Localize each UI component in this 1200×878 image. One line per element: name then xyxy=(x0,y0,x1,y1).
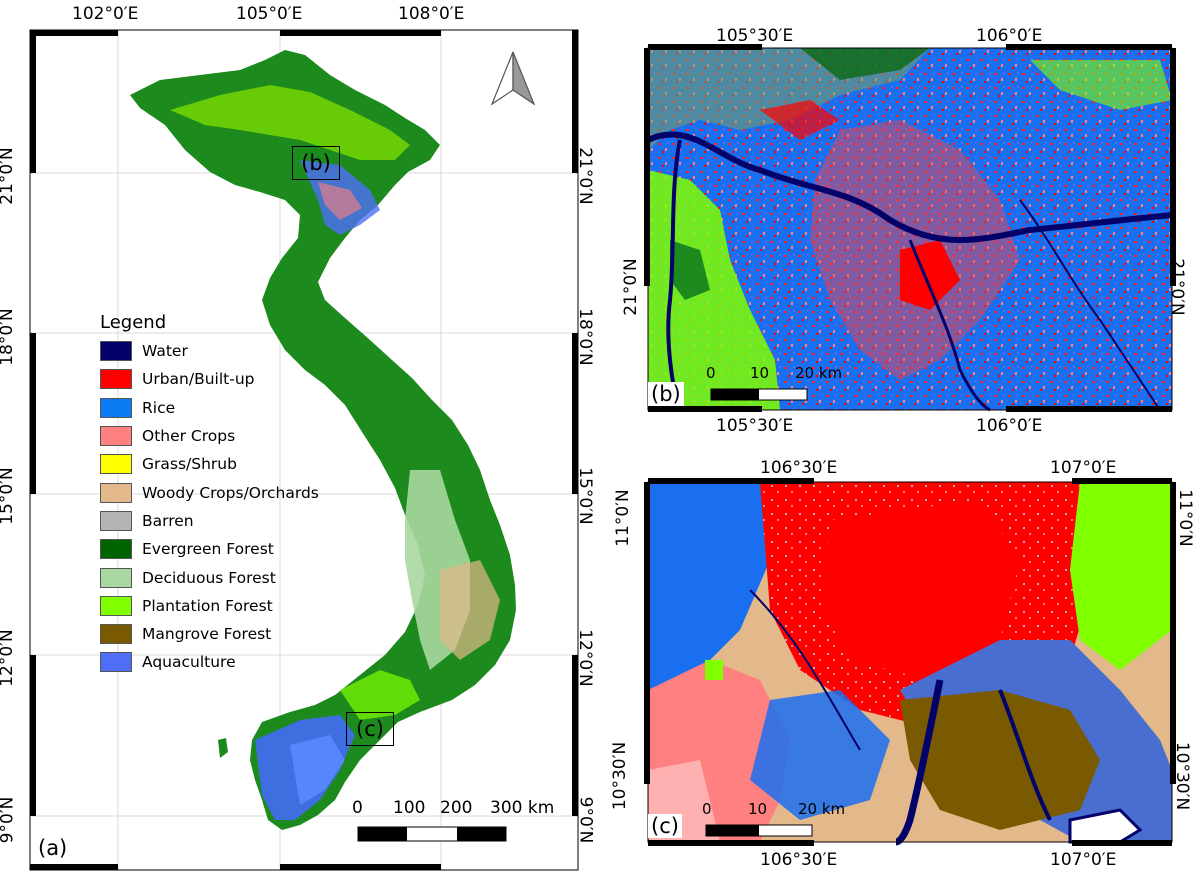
legend-item: Evergreen Forest xyxy=(100,535,345,563)
legend-label: Water xyxy=(142,342,188,361)
inset-box-b: (b) xyxy=(292,146,340,180)
scale-c-0: 0 xyxy=(702,800,712,818)
legend-items: Water Urban/Built-up Rice Other Crops Grass/… xyxy=(100,337,345,677)
panel-c-hcmc-map: 106°30′E 107°0′E 106°30′E 107°0′E 11°0′N… xyxy=(600,440,1200,878)
legend-item: Woody Crops/Orchards xyxy=(100,478,345,506)
scale-a-200: 200 xyxy=(440,798,473,818)
legend-label: Rice xyxy=(142,398,176,417)
lon-tick-102e: 102°0′E xyxy=(72,4,139,24)
lon-tick-105e: 105°0′E xyxy=(236,4,303,24)
legend-item: Urban/Built-up xyxy=(100,365,345,393)
panel-a-map-frame xyxy=(29,29,579,871)
panel-b-hanoi-map: 105°30′E 106°0′E 105°30′E 106°0′E 21°0′N… xyxy=(600,0,1200,440)
legend-swatch xyxy=(100,567,132,588)
legend-swatch xyxy=(100,624,132,645)
legend-swatch xyxy=(100,539,132,560)
panel-c-scale-bar xyxy=(705,824,813,837)
legend-label: Woody Crops/Orchards xyxy=(142,483,319,502)
legend-swatch xyxy=(100,426,132,447)
b-lon-bottom-1: 105°30′E xyxy=(716,416,794,436)
legend-swatch xyxy=(100,341,132,362)
scale-c-10: 10 xyxy=(748,800,768,818)
legend-label: Deciduous Forest xyxy=(142,568,276,587)
legend-swatch xyxy=(100,595,132,616)
scale-a-100: 100 xyxy=(393,798,426,818)
scale-b-10: 10 xyxy=(750,364,770,382)
legend-title: Legend xyxy=(100,312,167,333)
lon-tick-108e: 108°0′E xyxy=(398,4,465,24)
legend-item: Mangrove Forest xyxy=(100,620,345,648)
panel-a-scale-bar xyxy=(357,826,507,842)
inset-box-c: (c) xyxy=(346,712,394,746)
legend-label: Plantation Forest xyxy=(142,596,273,615)
b-lon-top-1: 105°30′E xyxy=(716,26,794,46)
legend-item: Water xyxy=(100,337,345,365)
legend-label: Urban/Built-up xyxy=(142,370,255,389)
scale-b-0: 0 xyxy=(706,364,716,382)
vietnam-land-cover xyxy=(130,50,516,830)
north-arrow-icon xyxy=(490,51,536,106)
panel-a-vietnam-map: 102°0′E 105°0′E 108°0′E 21°0′N 18°0′N 15… xyxy=(0,4,595,871)
legend-swatch xyxy=(100,510,132,531)
legend-item: Aquaculture xyxy=(100,648,345,676)
legend-swatch xyxy=(100,397,132,418)
panel-c-tag: (c) xyxy=(648,814,682,838)
legend-swatch xyxy=(100,454,132,475)
legend-item: Plantation Forest xyxy=(100,592,345,620)
legend-label: Aquaculture xyxy=(142,653,236,672)
c-lon-bottom-2: 107°0′E xyxy=(1050,850,1117,870)
legend-swatch xyxy=(100,369,132,390)
map-legend: Legend Water Urban/Built-up Rice Other Crop… xyxy=(100,312,345,677)
legend-label: Barren xyxy=(142,511,194,530)
b-lon-bottom-2: 106°0′E xyxy=(976,416,1043,436)
legend-item: Rice xyxy=(100,394,345,422)
panel-b-tag: (b) xyxy=(648,382,684,406)
panel-a-tag: (a) xyxy=(36,836,70,860)
legend-label: Other Crops xyxy=(142,427,236,446)
scale-a-300km: 300 km xyxy=(490,798,555,818)
legend-item: Grass/Shrub xyxy=(100,450,345,478)
b-lon-top-2: 106°0′E xyxy=(976,26,1043,46)
scale-a-0: 0 xyxy=(352,798,363,818)
c-lon-top-1: 106°30′E xyxy=(760,458,838,478)
legend-label: Evergreen Forest xyxy=(142,540,274,559)
panel-b-map xyxy=(644,44,1176,412)
legend-label: Mangrove Forest xyxy=(142,625,272,644)
legend-swatch xyxy=(100,482,132,503)
scale-b-20km: 20 km xyxy=(795,364,843,382)
legend-label: Grass/Shrub xyxy=(142,455,237,474)
legend-item: Deciduous Forest xyxy=(100,563,345,591)
c-lon-top-2: 107°0′E xyxy=(1050,458,1117,478)
legend-swatch xyxy=(100,652,132,673)
c-lon-bottom-1: 106°30′E xyxy=(760,850,838,870)
panel-b-scale-bar xyxy=(710,388,808,401)
legend-item: Other Crops xyxy=(100,422,345,450)
panel-c-map xyxy=(644,478,1176,846)
scale-c-20km: 20 km xyxy=(798,800,846,818)
legend-item: Barren xyxy=(100,507,345,535)
